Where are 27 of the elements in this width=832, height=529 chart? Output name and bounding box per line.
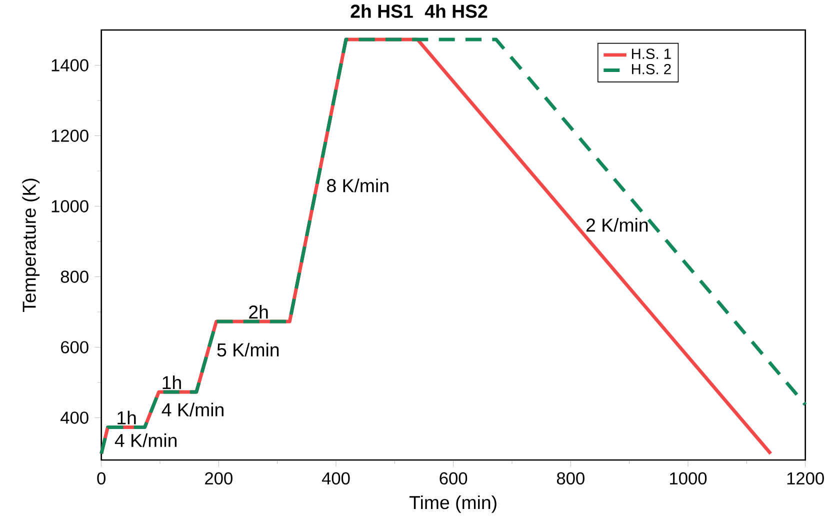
y-tick-label: 1000 — [52, 200, 88, 212]
x-tick-label: 0 — [97, 472, 106, 485]
y-tick-label: 600 — [61, 341, 88, 354]
legend-label: H.S. 1 — [632, 48, 671, 60]
y-tick-label: 1200 — [52, 130, 88, 142]
y-tick-label: 400 — [60, 412, 88, 424]
x-tick-label: 1000 — [670, 472, 707, 485]
x-tick-label: 200 — [205, 472, 232, 485]
annotation: 4h HS2 — [424, 4, 488, 18]
legend-label: H.S. 2 — [632, 64, 671, 74]
annotation: 4 K/min — [162, 402, 224, 416]
y-axis-title: Temperature (K) — [22, 178, 40, 312]
annotation: 1h — [162, 376, 181, 390]
annotation: 2 K/min — [586, 218, 648, 232]
annotation: 4 K/min — [114, 433, 177, 448]
annotation: 8 K/min — [327, 178, 388, 192]
x-tick-label: 800 — [556, 472, 584, 485]
x-tick-label: 400 — [322, 472, 350, 485]
annotation: 1h — [118, 410, 136, 424]
annotation: 5 K/min — [217, 342, 279, 357]
y-tick-label: 1400 — [52, 59, 88, 72]
annotation: 2h HS1 — [350, 4, 413, 18]
y-tick-label: 800 — [60, 270, 88, 283]
x-axis-title: Time (min) — [410, 495, 496, 513]
x-tick-label: 1200 — [787, 472, 824, 485]
annotation: 2h — [249, 305, 268, 319]
x-tick-label: 600 — [440, 472, 468, 485]
